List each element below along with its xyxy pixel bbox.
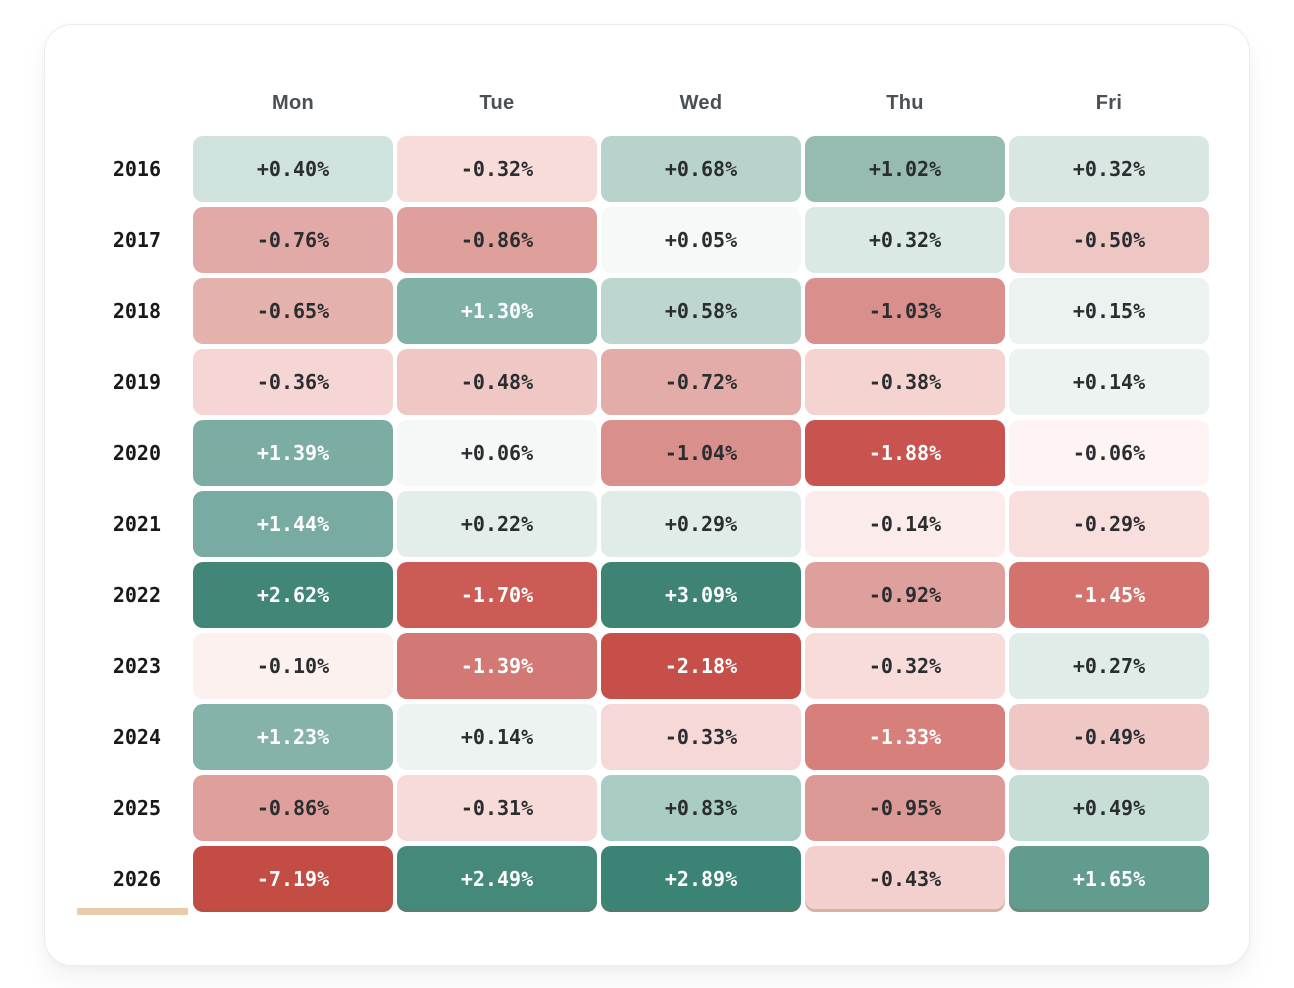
heatmap-cell: +0.27% (1009, 633, 1209, 699)
heatmap-cell: +2.62% (193, 562, 393, 628)
heatmap-cell: -1.03% (805, 278, 1005, 344)
year-label-2020: 2020 (77, 420, 189, 486)
year-label-text: 2024 (112, 725, 161, 749)
heatmap-cell: -0.86% (193, 775, 393, 841)
col-header-mon: Mon (272, 91, 314, 114)
heatmap-cell: +0.06% (397, 420, 597, 486)
heatmap-cell: -0.32% (805, 633, 1005, 699)
heatmap-cell: -1.88% (805, 420, 1005, 486)
heatmap-cell: -0.38% (805, 349, 1005, 415)
heatmap-card: Mon Tue Wed Thu Fri 2016 +0.40% -0.32% +0.68% +1.… (44, 24, 1250, 966)
heatmap-cell: -0.32% (397, 136, 597, 202)
heatmap-cell: -0.65% (193, 278, 393, 344)
heatmap-cell: -0.29% (1009, 491, 1209, 557)
heatmap-cell: +1.65% (1009, 846, 1209, 912)
heatmap-cell: -7.19% (193, 846, 393, 912)
heatmap-cell: +0.83% (601, 775, 801, 841)
heatmap-cell: +1.30% (397, 278, 597, 344)
year-label-text: 2020 (112, 441, 161, 465)
year-label-text: 2017 (112, 228, 161, 252)
heatmap-cell: +0.05% (601, 207, 801, 273)
heatmap-cell: -0.06% (1009, 420, 1209, 486)
heatmap-cell: -1.39% (397, 633, 597, 699)
heatmap-cell: +0.40% (193, 136, 393, 202)
heatmap-cell: +0.29% (601, 491, 801, 557)
heatmap-cell: +0.32% (805, 207, 1005, 273)
heatmap-cell: -0.31% (397, 775, 597, 841)
heatmap-cell: -2.18% (601, 633, 801, 699)
col-header-wed: Wed (679, 91, 723, 114)
year-label-2016: 2016 (77, 136, 189, 202)
year-label-2021: 2021 (77, 491, 189, 557)
heatmap-cell: -0.33% (601, 704, 801, 770)
year-label-2025: 2025 (77, 775, 189, 841)
heatmap-cell: -0.76% (193, 207, 393, 273)
year-label-text: 2018 (112, 299, 161, 323)
heatmap-cell: -0.43% (805, 846, 1005, 912)
heatmap-cell: -0.14% (805, 491, 1005, 557)
year-label-2018: 2018 (77, 278, 189, 344)
year-label-2019: 2019 (77, 349, 189, 415)
year-label-2022: 2022 (77, 562, 189, 628)
year-label-text: 2016 (112, 157, 161, 181)
heatmap-grid: Mon Tue Wed Thu Fri 2016 +0.40% -0.32% +0.68% +1.… (45, 25, 1249, 915)
year-label-text: 2025 (112, 796, 161, 820)
col-header-thu: Thu (886, 91, 924, 114)
heatmap-cell: +0.32% (1009, 136, 1209, 202)
heatmap-cell: +0.22% (397, 491, 597, 557)
heatmap-cell: -0.72% (601, 349, 801, 415)
heatmap-cell: +0.68% (601, 136, 801, 202)
heatmap-cell: -0.95% (805, 775, 1005, 841)
year-label-text: 2021 (112, 512, 161, 536)
heatmap-cell: -0.86% (397, 207, 597, 273)
year-label-text: 2023 (112, 654, 161, 678)
col-header-tue: Tue (479, 91, 515, 114)
heatmap-cell: -1.04% (601, 420, 801, 486)
heatmap-cell: +1.44% (193, 491, 393, 557)
heatmap-cell: -0.10% (193, 633, 393, 699)
heatmap-cell: -0.92% (805, 562, 1005, 628)
year-label-2023: 2023 (77, 633, 189, 699)
corner-spacer (77, 75, 189, 131)
heatmap-cell: -1.45% (1009, 562, 1209, 628)
year-label-text: 2019 (112, 370, 161, 394)
heatmap-cell: -0.50% (1009, 207, 1209, 273)
heatmap-cell: -0.49% (1009, 704, 1209, 770)
heatmap-cell: +0.14% (397, 704, 597, 770)
heatmap-cell: +1.39% (193, 420, 393, 486)
year-label-2017: 2017 (77, 207, 189, 273)
col-header-fri: Fri (1095, 91, 1123, 114)
heatmap-cell: +0.58% (601, 278, 801, 344)
heatmap-cell: -0.48% (397, 349, 597, 415)
heatmap-cell: -1.70% (397, 562, 597, 628)
heatmap-cell: +0.14% (1009, 349, 1209, 415)
year-label-2026: 2026 (77, 846, 189, 915)
heatmap-cell: +0.49% (1009, 775, 1209, 841)
current-year-underline (77, 908, 188, 915)
heatmap-cell: -1.33% (805, 704, 1005, 770)
heatmap-cell: +3.09% (601, 562, 801, 628)
heatmap-cell: -0.36% (193, 349, 393, 415)
year-label-2024: 2024 (77, 704, 189, 770)
heatmap-cell: +2.89% (601, 846, 801, 912)
year-label-text: 2022 (112, 583, 161, 607)
heatmap-cell: +0.15% (1009, 278, 1209, 344)
year-label-text: 2026 (112, 867, 161, 891)
heatmap-cell: +2.49% (397, 846, 597, 912)
heatmap-cell: +1.02% (805, 136, 1005, 202)
heatmap-cell: +1.23% (193, 704, 393, 770)
